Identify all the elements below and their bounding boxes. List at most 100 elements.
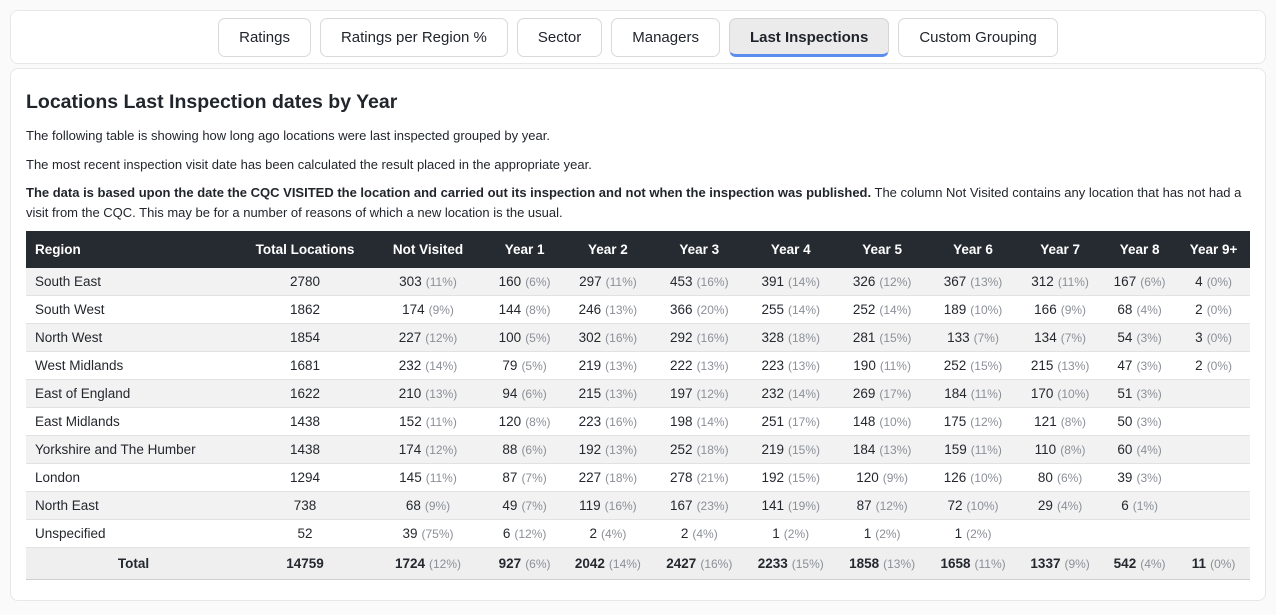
tab-ratings-per-region[interactable]: Ratings per Region %: [319, 17, 508, 57]
cell-count: 1337: [1030, 556, 1061, 571]
cell-count: 4: [1195, 274, 1203, 289]
value-cell: 281 (15%): [836, 323, 928, 352]
cell-count: 68: [405, 498, 421, 513]
cell-percent: (16%): [700, 557, 733, 571]
cell-percent: (18%): [696, 443, 729, 457]
cell-count: 227: [578, 470, 602, 485]
cell-count: 219: [578, 358, 602, 373]
value-cell: 134 (7%): [1018, 323, 1103, 352]
cell-percent: (13%): [787, 359, 820, 373]
region-cell: South West: [26, 295, 241, 324]
value-cell: 232 (14%): [745, 379, 837, 408]
cell-percent: (4%): [1136, 443, 1162, 457]
tab-sector[interactable]: Sector: [516, 17, 603, 57]
cell-percent: (15%): [970, 359, 1003, 373]
cell-count: 2: [680, 526, 689, 541]
region-cell: Yorkshire and The Humber: [26, 435, 241, 464]
cell-percent: (3%): [1136, 359, 1162, 373]
cell-percent: (12%): [696, 387, 729, 401]
value-cell: 6 (12%): [487, 519, 563, 548]
description-note-bold: The data is based upon the date the CQC …: [26, 185, 872, 200]
cell-count: 167: [1113, 274, 1137, 289]
total-locations-cell: 1854: [241, 323, 369, 352]
cell-percent: (8%): [525, 415, 551, 429]
region-cell: London: [26, 463, 241, 492]
cell-count: 223: [578, 414, 602, 429]
cell-count: 2042: [574, 556, 605, 571]
value-cell: 303 (11%): [369, 268, 487, 296]
description-line-2: The most recent inspection visit date ha…: [26, 156, 592, 172]
value-cell: 87 (12%): [836, 491, 928, 520]
value-cell: 68 (9%): [369, 491, 487, 520]
tab-ratings[interactable]: Ratings: [218, 17, 311, 57]
cell-count: 152: [399, 414, 422, 429]
cell-percent: (12%): [875, 499, 908, 513]
cell-count: 281: [852, 330, 876, 345]
cell-count: 326: [852, 274, 876, 289]
cell-count: 328: [761, 330, 784, 345]
cell-count: 252: [670, 442, 693, 457]
table-row-south-west: South West 1862 174 (9%) 144 (8%) 246 (13%) 366(…: [26, 295, 1250, 324]
value-cell: 1658 (11%): [927, 547, 1019, 580]
cell-count: 126: [943, 470, 967, 485]
value-cell: 312 (11%): [1018, 268, 1103, 296]
value-cell: 927 (6%): [487, 547, 563, 580]
cell-percent: (12%): [879, 275, 912, 289]
value-cell: 223 (16%): [562, 407, 654, 436]
cell-count: 144: [498, 302, 522, 317]
cell-count: 232: [761, 386, 784, 401]
cell-percent: (13%): [970, 275, 1003, 289]
cell-percent: (6%): [521, 443, 547, 457]
cell-count: 159: [944, 442, 967, 457]
value-cell: 184 (11%): [927, 379, 1019, 408]
cell-count: 6: [502, 526, 511, 541]
cell-count: 192: [578, 442, 602, 457]
cell-percent: (7%): [973, 331, 999, 345]
value-cell: 252 (15%): [927, 351, 1019, 380]
cell-percent: (0%): [1206, 303, 1233, 317]
cell-count: 174: [402, 302, 425, 317]
tab-last-inspections[interactable]: Last Inspections: [728, 17, 890, 57]
table-row-yorkshire-and-the-humber: Yorkshire and The Humber 1438 174 (12%) 88 (6…: [26, 435, 1250, 464]
value-cell: 297 (11%): [562, 268, 654, 296]
table-header: Region Total Locations Not Visited Year 1 Ye…: [26, 231, 1250, 268]
column-header-year-5: Year 5: [836, 231, 928, 268]
value-cell: 2 (0%): [1177, 295, 1250, 324]
value-cell: 391 (14%): [745, 268, 837, 296]
cell-count: 47: [1117, 358, 1133, 373]
cell-percent: (10%): [970, 303, 1003, 317]
page-title: Locations Last Inspection dates by Year: [26, 91, 398, 113]
cell-count: 11: [1191, 556, 1207, 571]
cell-count: 39: [1117, 470, 1133, 485]
cell-count: 121: [1034, 414, 1057, 429]
total-locations-cell: 1862: [241, 295, 369, 324]
cell-count: 255: [761, 302, 784, 317]
value-cell: 227 (12%): [369, 323, 487, 352]
cell-percent: (17%): [787, 415, 820, 429]
cell-count: 2: [589, 526, 597, 541]
cell-count: 278: [670, 470, 693, 485]
value-cell: 232 (14%): [369, 351, 487, 380]
tab-custom-grouping[interactable]: Custom Grouping: [898, 17, 1058, 57]
region-cell: North West: [26, 323, 241, 352]
cell-percent: (3%): [1136, 471, 1162, 485]
cell-count: 167: [670, 498, 693, 513]
cell-count: 184: [944, 386, 967, 401]
value-cell: 159 (11%): [927, 435, 1019, 464]
cell-count: 302: [578, 330, 602, 345]
tab-managers[interactable]: Managers: [611, 17, 720, 57]
cell-percent: (13%): [605, 303, 638, 317]
cell-percent: (6%): [525, 557, 551, 571]
value-cell: 39 (75%): [369, 519, 487, 548]
cell-count: 223: [761, 358, 784, 373]
cell-percent: (0%): [1206, 275, 1233, 289]
value-cell: 292 (16%): [653, 323, 746, 352]
cell-percent: (0%): [1206, 331, 1233, 345]
cell-percent: (23%): [696, 499, 729, 513]
cell-percent: (20%): [696, 303, 729, 317]
value-cell: 278 (21%): [653, 463, 746, 492]
cell-count: 175: [943, 414, 967, 429]
cell-percent: (16%): [605, 331, 638, 345]
table-row-north-east: North East 738 68 (9%) 49 (7%) 119 (16%) 167 (23%…: [26, 491, 1250, 520]
cell-percent: (14%): [696, 415, 729, 429]
